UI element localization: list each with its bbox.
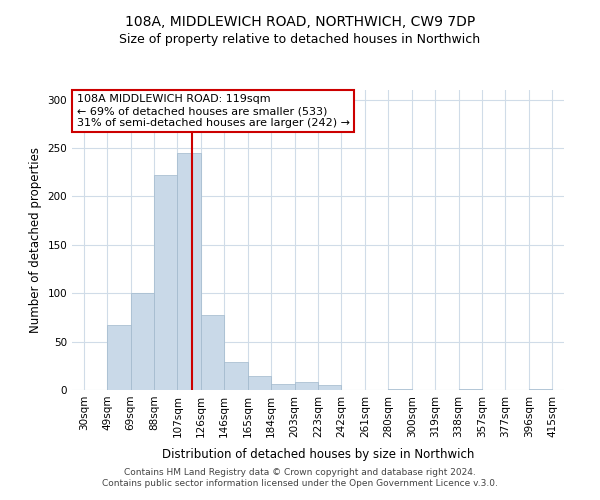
Bar [248,376,271,390]
Text: 108A MIDDLEWICH ROAD: 119sqm
← 69% of detached houses are smaller (533)
31% of s: 108A MIDDLEWICH ROAD: 119sqm ← 69% of de… [77,94,350,128]
Bar [388,389,412,390]
X-axis label: Distribution of detached houses by size in Northwich: Distribution of detached houses by size … [162,448,474,461]
Bar [224,362,248,390]
Bar [271,384,295,390]
Text: Size of property relative to detached houses in Northwich: Size of property relative to detached ho… [119,32,481,46]
Bar [154,175,178,390]
Bar [178,153,201,390]
Bar [529,389,552,390]
Bar [131,293,154,390]
Y-axis label: Number of detached properties: Number of detached properties [29,147,42,333]
Bar [458,389,482,390]
Bar [107,325,131,390]
Bar [295,382,318,390]
Text: 108A, MIDDLEWICH ROAD, NORTHWICH, CW9 7DP: 108A, MIDDLEWICH ROAD, NORTHWICH, CW9 7D… [125,15,475,29]
Text: Contains HM Land Registry data © Crown copyright and database right 2024.
Contai: Contains HM Land Registry data © Crown c… [102,468,498,487]
Bar [201,316,224,390]
Bar [318,385,341,390]
